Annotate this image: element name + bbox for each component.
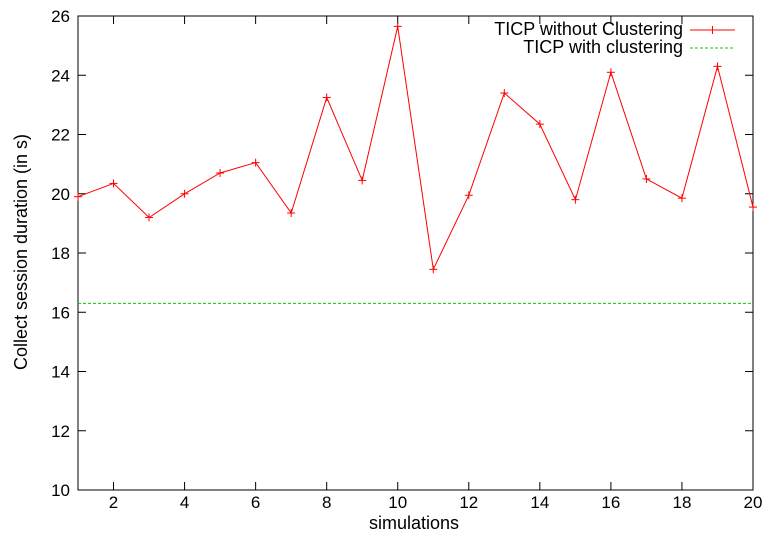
- y-tick-label: 14: [51, 363, 70, 382]
- x-tick-label: 10: [388, 493, 407, 512]
- data-point: [464, 191, 473, 200]
- y-tick-label: 26: [51, 7, 70, 26]
- series-layer: [74, 22, 757, 304]
- y-tick-label: 20: [51, 185, 70, 204]
- data-point: [180, 189, 189, 198]
- y-tick-label: 10: [51, 481, 70, 500]
- data-point: [358, 176, 367, 185]
- y-tick-label: 24: [51, 66, 70, 85]
- y-axis: 10 12 14 16 18 20 22 24 26: [51, 7, 753, 500]
- y-tick-label: 22: [51, 126, 70, 145]
- plot-area: [77, 15, 754, 491]
- x-tick-label: 2: [109, 493, 118, 512]
- data-point: [393, 22, 402, 31]
- x-tick-label: 8: [322, 493, 331, 512]
- data-point: [535, 120, 544, 129]
- y-tick-label: 12: [51, 422, 70, 441]
- data-point: [749, 203, 757, 212]
- data-point: [251, 158, 260, 167]
- x-tick-label: 18: [672, 493, 691, 512]
- data-point: [713, 62, 722, 71]
- legend-entry-label: TICP with clustering: [523, 37, 683, 57]
- data-point: [677, 194, 686, 203]
- y-tick-label: 18: [51, 244, 70, 263]
- x-tick-label: 14: [530, 493, 549, 512]
- data-point: [145, 213, 154, 222]
- x-tick-label: 20: [744, 493, 763, 512]
- x-tick-label: 16: [601, 493, 620, 512]
- y-tick-label: 16: [51, 303, 70, 322]
- x-axis-title: simulations: [369, 513, 459, 533]
- data-point: [500, 89, 509, 98]
- plot-frame: [77, 15, 754, 491]
- data-point: [74, 192, 82, 201]
- data-point: [216, 169, 225, 178]
- x-axis: 2 4 6 8 10 12 14 16 18 20: [109, 16, 763, 512]
- x-tick-label: 6: [251, 493, 260, 512]
- data-point: [287, 209, 296, 218]
- x-tick-label: 12: [459, 493, 478, 512]
- data-point: [571, 195, 580, 204]
- data-point: [109, 179, 118, 188]
- series-line: [77, 26, 754, 271]
- y-axis-title: Collect session duration (in s): [11, 134, 31, 370]
- x-tick-label: 4: [180, 493, 189, 512]
- data-point: [642, 174, 651, 183]
- data-point: [322, 93, 331, 102]
- data-point: [429, 265, 438, 274]
- legend-entry-label: TICP without Clustering: [494, 19, 683, 39]
- data-point: [606, 68, 615, 77]
